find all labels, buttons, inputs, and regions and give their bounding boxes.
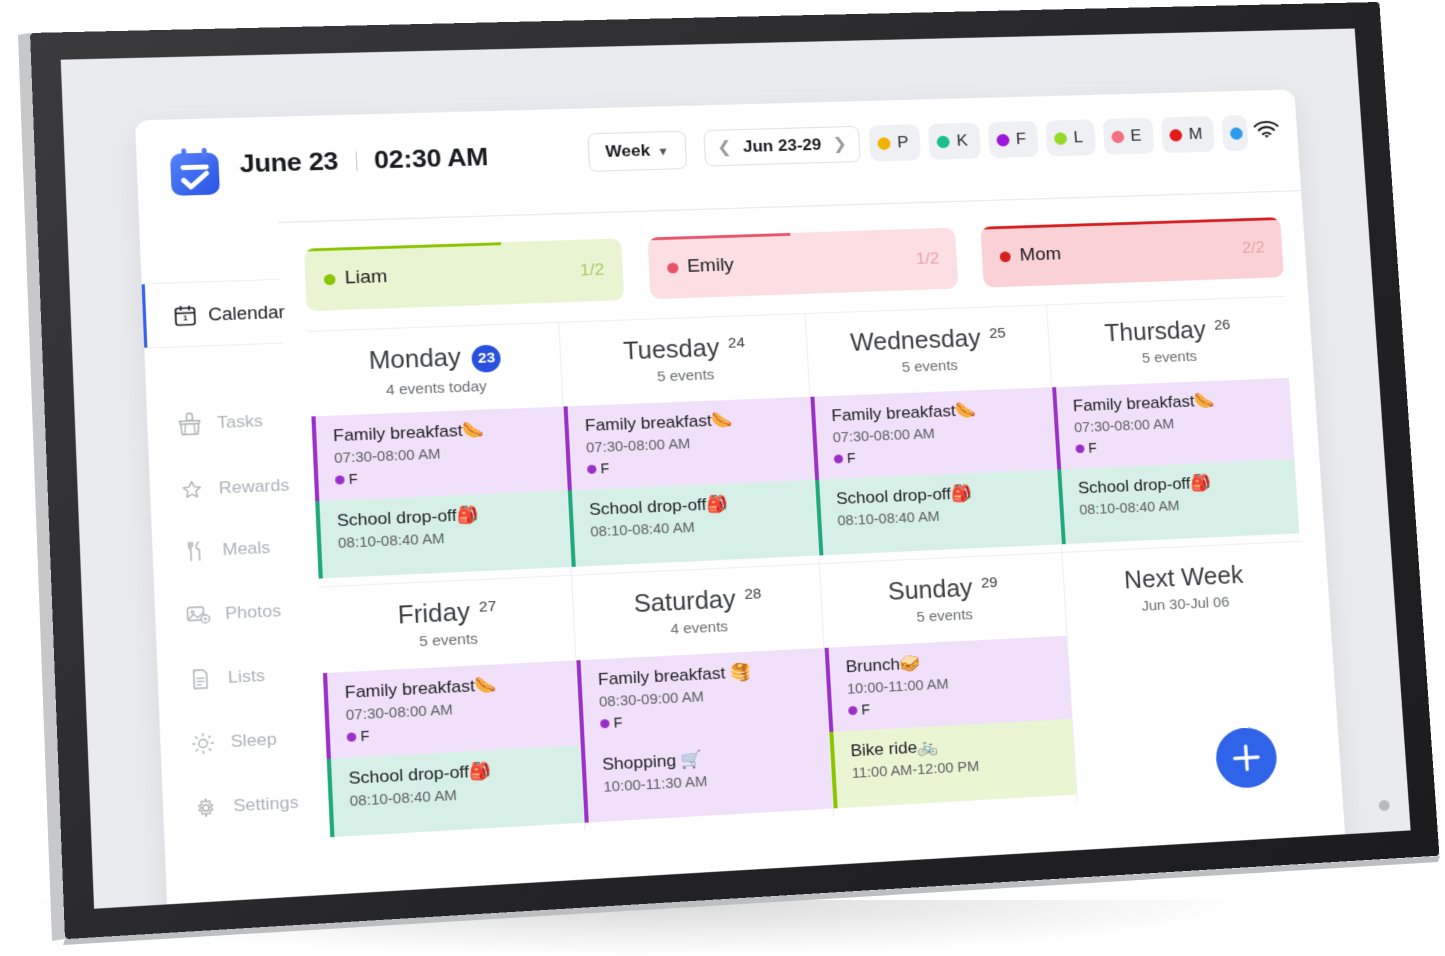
- svg-text:1: 1: [183, 314, 189, 323]
